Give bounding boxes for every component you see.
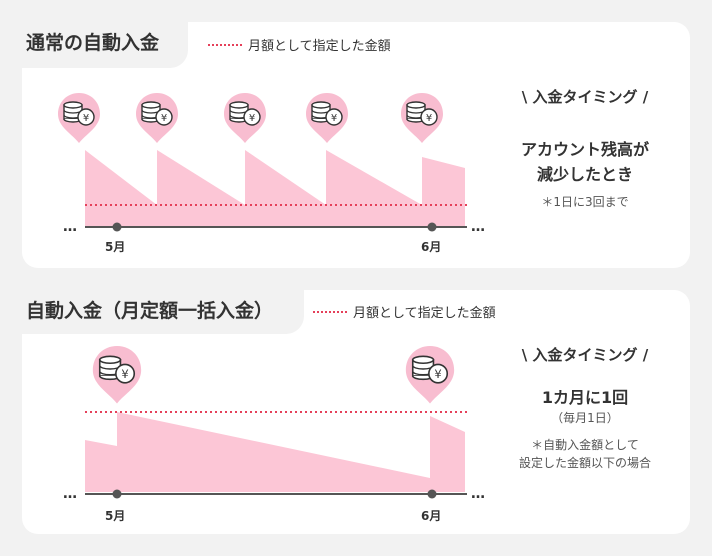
section1-month-may: 5月 xyxy=(105,240,126,254)
section1-ellipsis-right: … xyxy=(471,219,485,235)
section2-may-marker xyxy=(112,489,122,499)
section1-condition-line2: 減少したとき xyxy=(536,165,633,184)
section1-condition-line1: アカウント残高が xyxy=(520,140,649,159)
section2-month-may: 5月 xyxy=(105,509,126,523)
section2-condition: 1カ月に1回 xyxy=(541,388,629,407)
section2-note-line2: 設定した金額以下の場合 xyxy=(518,456,651,470)
deposit-pin-icon xyxy=(92,345,142,405)
section2-title-tab: 自動入金（月定額一括入金） xyxy=(22,290,304,334)
deposit-pin-icon xyxy=(400,92,444,144)
section2-ellipsis-left: … xyxy=(63,486,77,502)
section2-condition-sub: （毎月1日） xyxy=(551,411,619,425)
section2-legend: 月額として指定した金額 xyxy=(313,302,496,321)
section1-legend: 月額として指定した金額 xyxy=(208,35,391,54)
section1-condition: アカウント残高が 減少したとき xyxy=(496,137,674,187)
section1-balance-area xyxy=(85,150,465,227)
section1-legend-label: 月額として指定した金額 xyxy=(248,39,391,54)
section2-note: ＊自動入金額として 設定した金額以下の場合 xyxy=(496,436,674,472)
section2-month-june: 6月 xyxy=(421,509,442,523)
section1-month-june: 6月 xyxy=(421,240,442,254)
deposit-pin-icon xyxy=(223,92,267,144)
section1-title: 通常の自動入金 xyxy=(26,32,160,54)
deposit-pin-icon xyxy=(405,345,455,405)
section2-ellipsis-right: … xyxy=(471,486,485,502)
section2-legend-label: 月額として指定した金額 xyxy=(353,306,496,321)
section1-june-marker xyxy=(427,222,437,232)
section1-timing-label: \ 入金タイミング / xyxy=(521,88,649,106)
section1-title-tab: 通常の自動入金 xyxy=(22,22,188,68)
section1-may-marker xyxy=(112,222,122,232)
deposit-pin-icon xyxy=(135,92,179,144)
deposit-pin-icon xyxy=(305,92,349,144)
section1-ellipsis-left: … xyxy=(63,219,77,235)
dotted-line-legend-icon xyxy=(313,310,347,313)
section2-title: 自動入金（月定額一括入金） xyxy=(26,300,274,322)
section2-june-marker xyxy=(427,489,437,499)
section2-note-line1: ＊自動入金額として xyxy=(531,438,639,452)
section2-balance-area xyxy=(85,412,465,492)
deposit-pin-icon xyxy=(57,92,101,144)
section2-timing-label: \ 入金タイミング / xyxy=(521,346,649,364)
dotted-line-legend-icon xyxy=(208,43,242,46)
section1-note: ＊1日に3回まで xyxy=(541,195,629,209)
